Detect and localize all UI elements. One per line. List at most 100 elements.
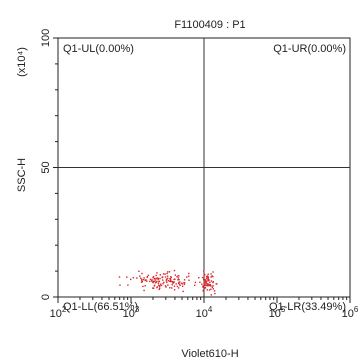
event-dot (179, 283, 181, 285)
event-dot (153, 287, 155, 289)
event-dot (142, 279, 145, 281)
event-dot (179, 281, 181, 283)
quadrant-label-ll: Q1-LL(66.51%) (63, 301, 138, 313)
event-dot (210, 285, 212, 287)
event-dot (173, 281, 175, 283)
event-dot (176, 276, 178, 278)
event-dot (139, 275, 141, 277)
event-dot (172, 282, 174, 284)
event-dot (138, 270, 140, 272)
event-dot (194, 281, 197, 284)
event-dot (207, 278, 210, 281)
event-dot (177, 279, 179, 281)
event-dot (149, 280, 151, 283)
event-dot (149, 278, 152, 281)
event-dot (206, 285, 208, 287)
y-tick-label: 100 (40, 29, 52, 47)
event-dot (162, 279, 164, 281)
event-dot (173, 278, 175, 281)
event-dot (179, 284, 181, 286)
event-dot (184, 282, 186, 284)
event-dot (208, 289, 211, 291)
event-dot (158, 280, 160, 283)
event-dot (118, 276, 121, 278)
event-dot (206, 278, 208, 280)
event-dot (202, 290, 204, 292)
event-dot (158, 285, 161, 288)
event-dot (173, 289, 176, 291)
event-dot (160, 284, 163, 287)
event-dot (130, 278, 132, 281)
event-dot (160, 283, 162, 285)
event-dot (162, 283, 164, 285)
x-axis-ticks: 102 103 104 105 106 (50, 297, 359, 320)
event-dot (171, 284, 173, 286)
event-dot (144, 279, 146, 282)
event-dot (177, 275, 179, 277)
event-dot (136, 277, 138, 279)
event-dot (159, 285, 161, 287)
event-dot (143, 277, 145, 279)
event-dot (164, 273, 166, 275)
event-dot (210, 273, 212, 275)
event-dot (203, 281, 206, 284)
event-dot (127, 284, 129, 286)
event-dot (170, 280, 172, 283)
event-dot (188, 279, 190, 281)
event-dot (140, 277, 142, 279)
event-dot (201, 283, 203, 285)
event-dot (207, 284, 210, 287)
event-dot (178, 278, 180, 281)
event-dot (212, 285, 214, 287)
event-dot (154, 279, 157, 281)
event-dot (210, 288, 212, 290)
event-dot (151, 279, 153, 281)
event-dot (183, 279, 186, 281)
event-dot (168, 271, 171, 273)
event-dot (167, 277, 169, 280)
event-dot (212, 281, 214, 284)
event-dot (177, 287, 180, 289)
event-dot (212, 271, 214, 273)
event-dot (167, 280, 170, 282)
event-dot (165, 286, 167, 288)
event-dot (203, 270, 205, 273)
event-dot (146, 280, 148, 282)
event-dot (177, 282, 180, 285)
event-dot (209, 284, 211, 286)
quadrant-gate (58, 38, 350, 297)
event-dot (206, 275, 208, 277)
event-dot (216, 283, 218, 285)
event-dot (169, 287, 171, 289)
y-tick-label: 50 (40, 161, 52, 173)
y-axis-scale-label: (x10⁴) (16, 47, 28, 77)
event-dot (166, 275, 169, 277)
event-dot (169, 278, 172, 281)
event-dot (203, 278, 205, 281)
y-axis-label: SSC-H (16, 158, 28, 192)
event-dot (206, 289, 208, 291)
quadrant-label-lr: Q1-LR(33.49%) (269, 301, 346, 313)
event-dot (210, 276, 212, 278)
event-dot (146, 276, 148, 278)
event-dot (205, 284, 207, 286)
event-dot (170, 276, 172, 279)
event-dot (161, 276, 164, 278)
y-tick-label: 0 (40, 294, 52, 300)
y-axis-label-group: SSC-H (x10⁴) (16, 47, 28, 192)
event-dot (186, 276, 188, 278)
event-dot (141, 272, 143, 275)
event-dot (207, 276, 209, 278)
event-dot (214, 292, 216, 295)
event-dot (213, 290, 216, 292)
event-dot (171, 280, 173, 283)
event-dot (194, 284, 196, 286)
event-dot (132, 277, 135, 279)
x-axis-label: Violet610-H (181, 348, 238, 360)
event-dot (147, 274, 150, 277)
event-dot (172, 281, 175, 283)
event-dot (159, 274, 161, 276)
event-dot (208, 284, 210, 287)
event-dots (118, 269, 218, 296)
